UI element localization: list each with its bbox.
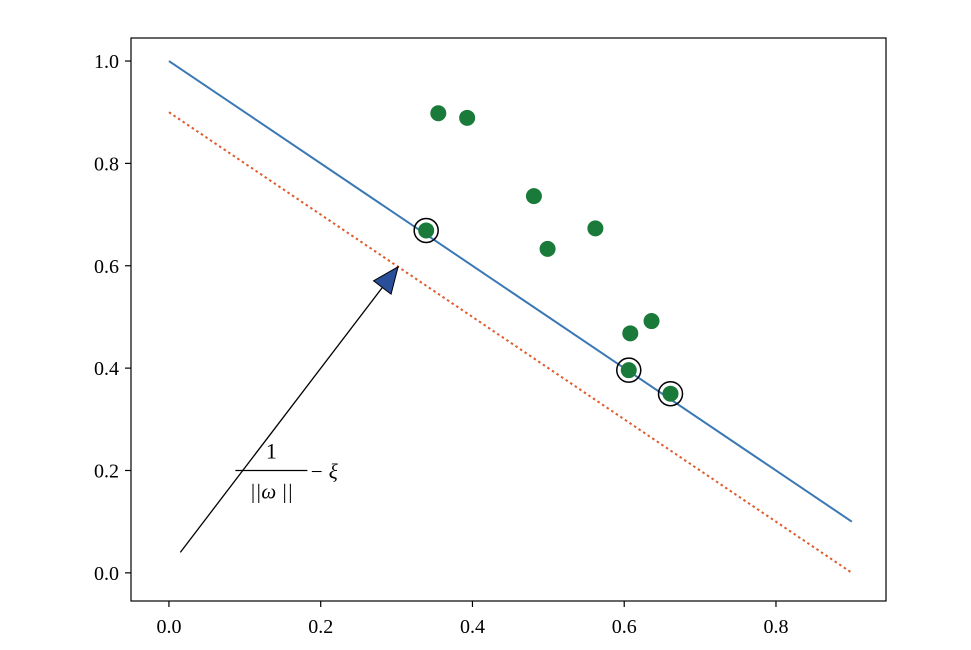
y-tick-label: 0.0 [94,563,119,585]
data-point [430,105,447,122]
y-tick-label: 0.4 [94,358,119,380]
y-tick-label: 0.6 [94,256,119,278]
y-tick-label: 0.8 [94,153,119,175]
support-vector-ring [657,380,684,407]
y-tick-label: 0.2 [94,460,119,482]
data-point [525,188,542,205]
data-points [413,105,684,407]
x-tick-label: 0.4 [460,616,485,638]
decision-lines [168,60,853,574]
x-tick-label: 0.8 [763,616,788,638]
axis-ticks: 0.0 0.2 0.4 0.6 0.8 0.0 0.2 0.4 0.6 0.8 1.0 [94,51,788,638]
margin-arrow [179,265,399,553]
data-point [662,385,679,402]
data-point [459,109,476,126]
x-tick-label: 0.0 [156,616,181,638]
annotation-denominator: ||ω || [250,479,293,503]
solid-boundary-line [168,60,853,523]
annotation-numerator: 1 [266,438,277,463]
y-tick-label: 1.0 [94,51,119,73]
arrow-shaft [179,287,383,553]
arrow-head [372,265,399,295]
dotted-margin-line [168,111,853,574]
support-vector-ring [413,217,439,244]
support-vector-ring [616,357,642,383]
data-point [418,222,435,239]
x-tick-label: 0.2 [308,616,333,638]
plot-frame [130,37,887,602]
data-point [620,362,637,379]
margin-annotation: 1 ||ω || − ξ [235,438,338,503]
data-point [622,325,639,342]
x-tick-label: 0.6 [612,616,637,638]
data-point [643,313,660,330]
data-point [587,220,604,237]
annotation-suffix: − ξ [309,459,337,483]
data-point [539,240,556,257]
